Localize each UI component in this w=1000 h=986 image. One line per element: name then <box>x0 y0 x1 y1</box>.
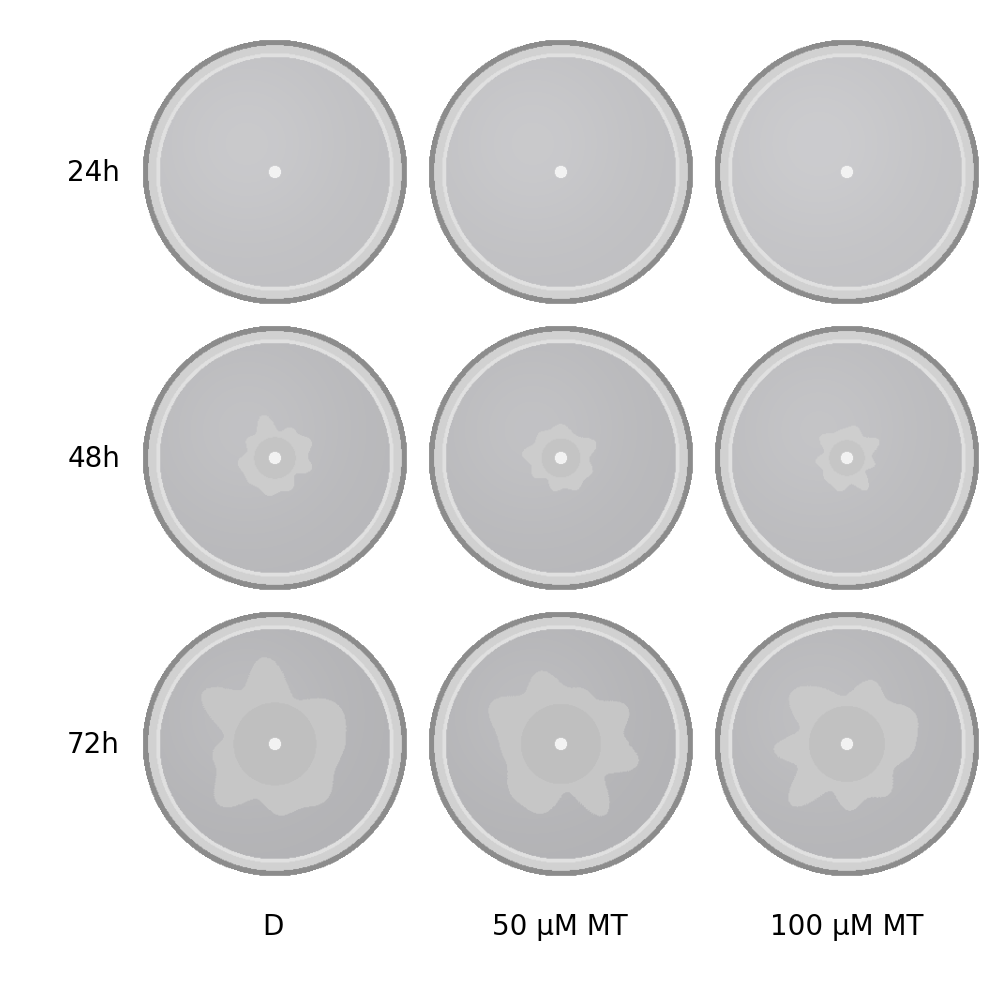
Text: 24h: 24h <box>67 159 120 186</box>
Text: D: D <box>263 912 284 940</box>
Text: 100 μM MT: 100 μM MT <box>770 912 923 940</box>
Text: 72h: 72h <box>67 731 120 758</box>
Text: 48h: 48h <box>67 445 120 472</box>
Text: 50 μM MT: 50 μM MT <box>492 912 628 940</box>
